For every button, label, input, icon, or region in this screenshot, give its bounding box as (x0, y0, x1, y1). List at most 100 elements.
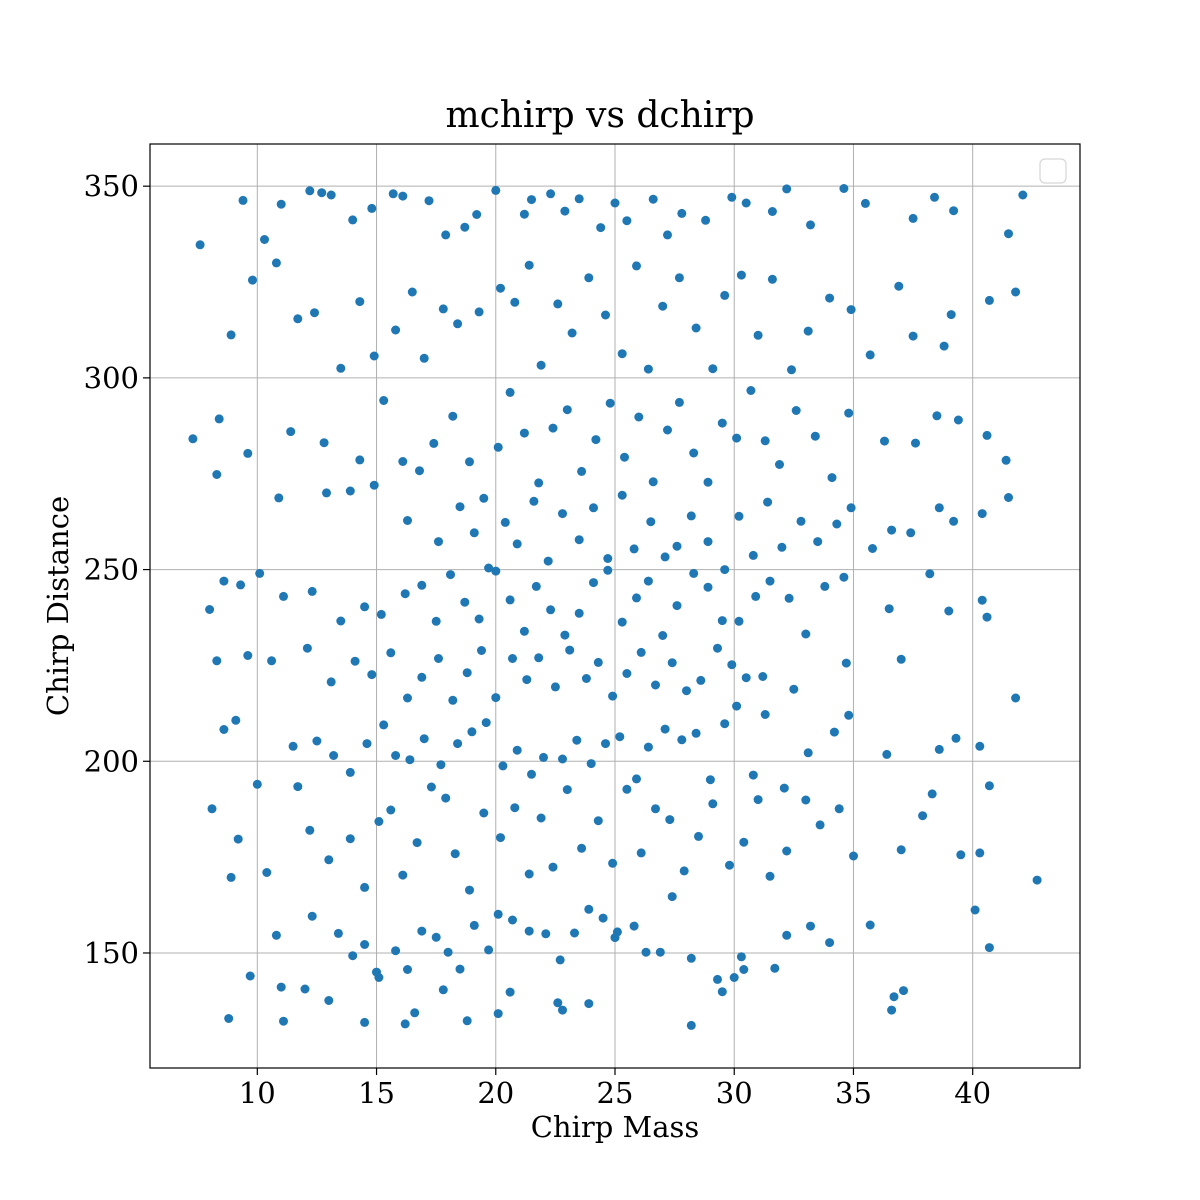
data-point (474, 614, 484, 624)
data-point (243, 651, 253, 660)
data-point (643, 576, 653, 586)
data-point (360, 602, 370, 612)
data-point (691, 728, 701, 738)
data-point (424, 196, 434, 206)
data-point (899, 986, 908, 996)
data-point (493, 909, 503, 919)
data-point (434, 537, 443, 547)
data-point (443, 947, 453, 957)
data-point (782, 930, 792, 940)
data-point (400, 1019, 410, 1029)
x-tick-label: 15 (358, 1076, 395, 1110)
data-point (405, 755, 415, 765)
data-point (267, 656, 277, 666)
data-point (233, 834, 243, 844)
data-point (739, 965, 749, 974)
data-point (462, 1016, 472, 1026)
data-point (484, 563, 494, 573)
data-point (565, 645, 575, 655)
data-point (753, 330, 763, 340)
data-point (367, 670, 377, 680)
data-point (696, 675, 706, 685)
data-point (589, 578, 598, 588)
data-point (260, 235, 269, 244)
data-point (403, 693, 412, 703)
data-point (360, 882, 370, 892)
data-point (477, 646, 486, 655)
data-point (679, 866, 689, 876)
data-point (448, 411, 458, 421)
data-point (1011, 693, 1021, 703)
data-point (386, 805, 396, 815)
data-point (660, 724, 670, 734)
data-point (694, 831, 703, 841)
data-point (558, 509, 567, 519)
data-point (982, 430, 992, 440)
data-point (791, 406, 801, 415)
data-point (388, 189, 398, 199)
data-point (741, 673, 751, 683)
data-point (782, 846, 792, 856)
data-point (441, 793, 451, 803)
data-point (932, 411, 942, 421)
data-point (603, 554, 613, 563)
data-point (419, 353, 429, 363)
data-point (474, 307, 484, 317)
data-point (801, 629, 811, 639)
data-point (536, 813, 546, 823)
data-point (484, 945, 494, 955)
data-point (379, 720, 389, 730)
data-point (436, 760, 446, 770)
data-point (362, 739, 372, 749)
data-point (188, 434, 198, 444)
data-point (717, 987, 727, 997)
data-point (479, 808, 489, 818)
data-point (825, 938, 835, 948)
data-point (658, 631, 668, 640)
data-point (746, 386, 756, 395)
legend-box (1039, 158, 1067, 184)
data-point (548, 862, 558, 872)
data-point (584, 904, 594, 914)
data-point (725, 860, 734, 870)
x-tick-label: 35 (835, 1076, 872, 1110)
data-point (839, 184, 849, 193)
data-point (765, 871, 775, 881)
data-point (441, 230, 451, 240)
data-point (686, 953, 696, 963)
data-point (736, 952, 746, 962)
data-point (553, 299, 563, 309)
x-axis-label: Chirp Mass (531, 1110, 700, 1144)
data-point (453, 739, 463, 749)
data-point (682, 686, 691, 696)
data-point (803, 748, 813, 758)
data-point (522, 675, 532, 685)
data-point (460, 222, 470, 232)
data-point (643, 364, 653, 374)
data-point (212, 656, 222, 666)
data-point (672, 541, 682, 551)
data-point (925, 569, 935, 579)
data-point (596, 223, 606, 233)
data-point (841, 658, 851, 668)
data-point (889, 992, 899, 1002)
data-point (322, 488, 331, 498)
data-point (519, 626, 529, 636)
data-point (846, 503, 856, 513)
data-point (360, 940, 370, 949)
data-point (329, 751, 339, 760)
data-point (751, 591, 761, 601)
data-point (205, 605, 215, 614)
data-point (868, 544, 877, 553)
data-point (391, 946, 401, 956)
data-point (748, 550, 758, 560)
data-point (934, 503, 944, 513)
data-point (779, 783, 789, 793)
data-point (667, 892, 677, 902)
data-point (589, 503, 598, 513)
data-point (426, 782, 436, 792)
data-point (789, 684, 799, 694)
data-point (505, 987, 515, 997)
data-point (536, 360, 546, 370)
data-point (252, 779, 262, 789)
